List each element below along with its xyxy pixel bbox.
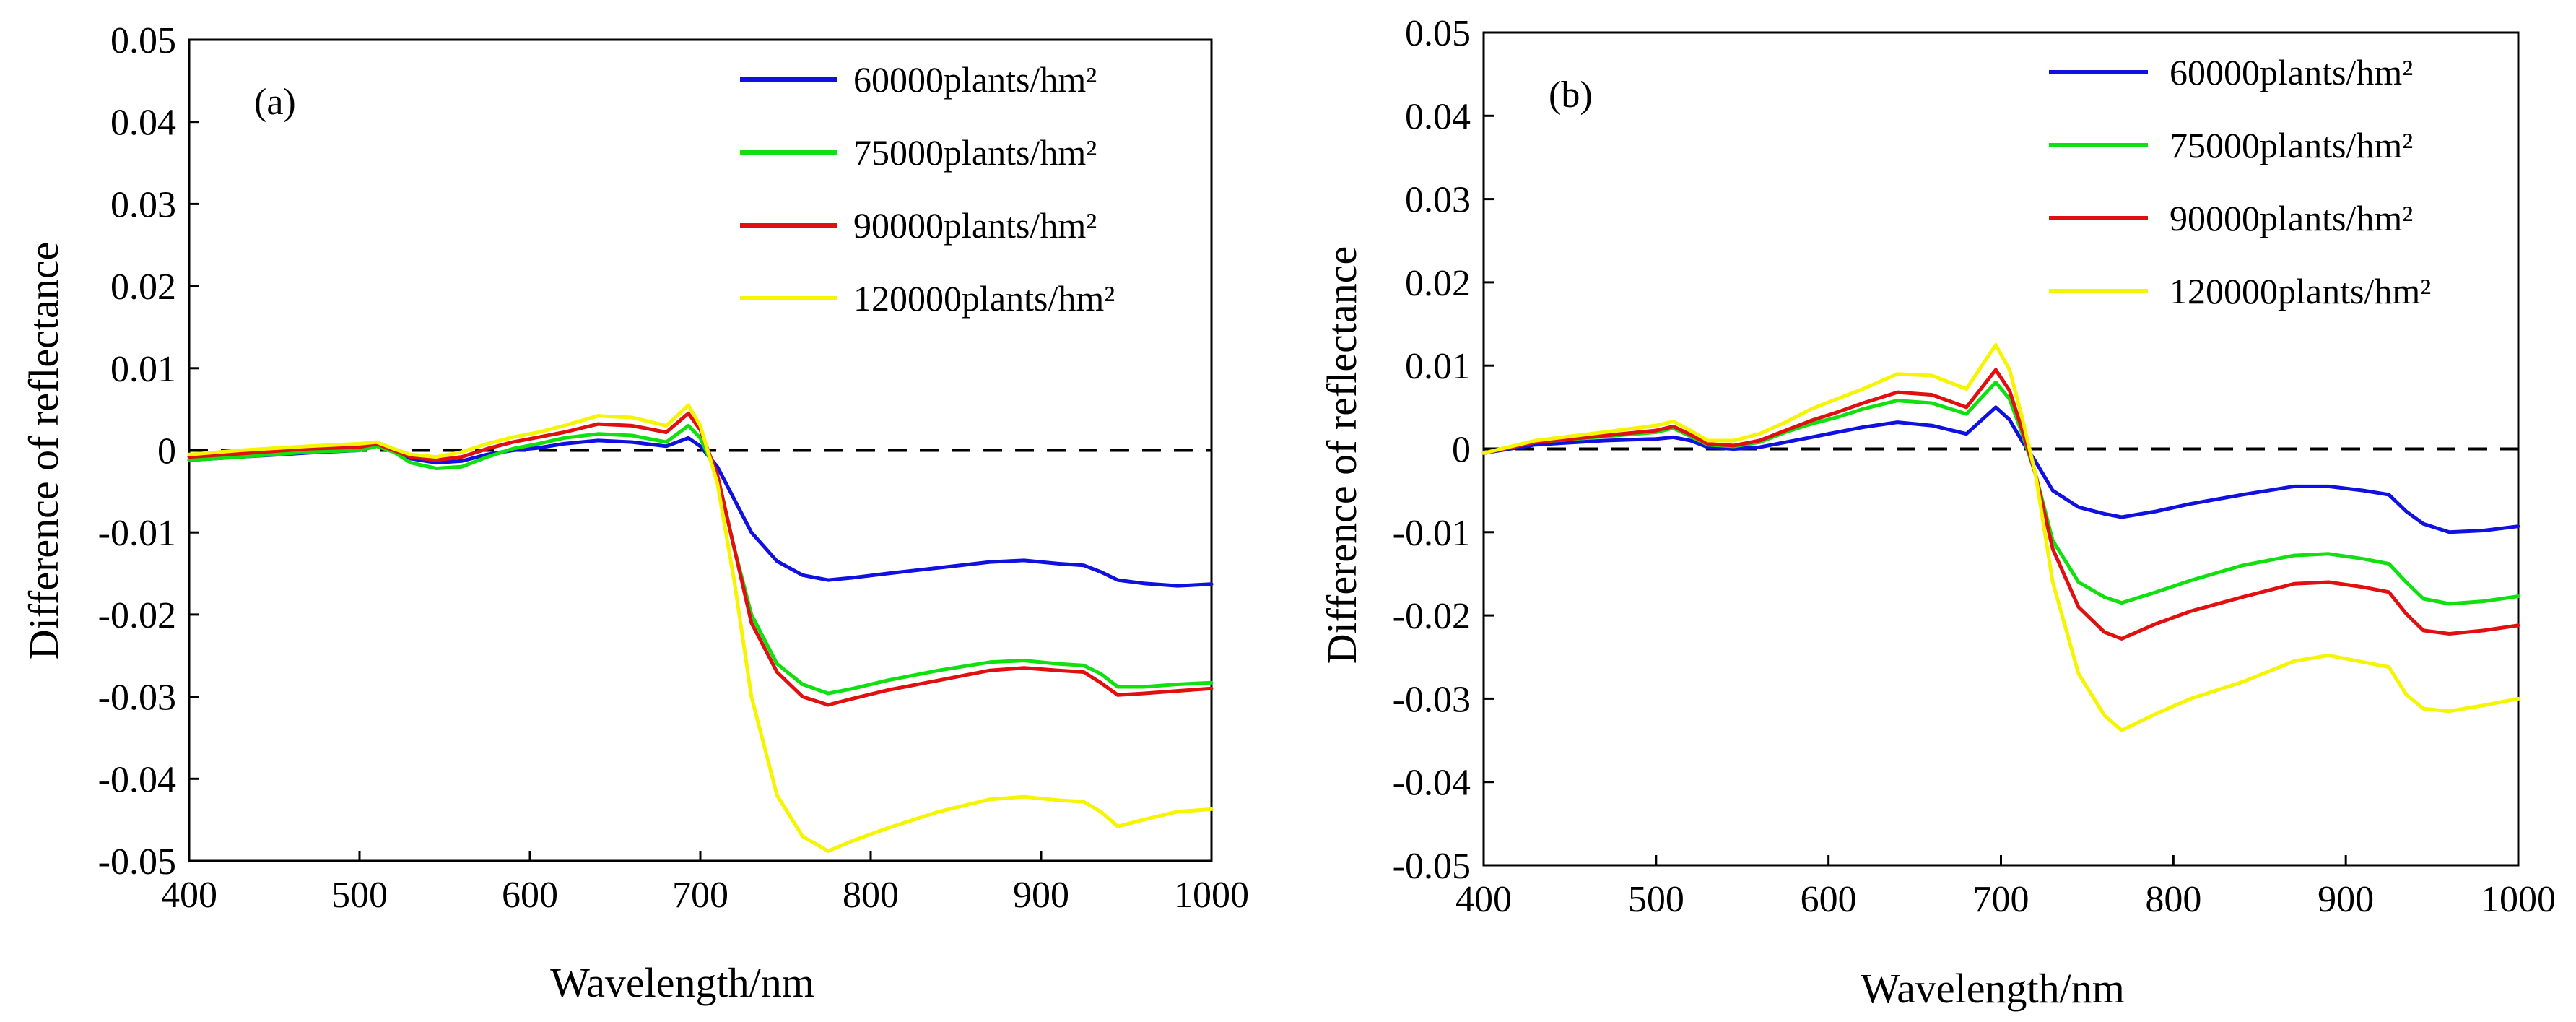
- y-tick-label: -0.01: [1393, 513, 1471, 554]
- legend-label: 120000plants/hm²: [853, 278, 1115, 319]
- series-line: [1481, 342, 2520, 732]
- x-tick-label: 700: [672, 875, 728, 916]
- y-tick-label: -0.03: [98, 677, 176, 719]
- x-tick-label: 600: [1801, 879, 1857, 920]
- x-tick-label: 1000: [1174, 875, 1249, 916]
- series-line: [1481, 368, 2520, 641]
- chart-panel-a: Difference of reflectance Wavelength/nm …: [20, 20, 1249, 1006]
- x-tick-label: 1000: [2481, 879, 2556, 920]
- x-axis-title: Wavelength/nm: [1861, 965, 2125, 1012]
- x-tick-label: 900: [2318, 879, 2374, 920]
- x-tick-label: 500: [331, 875, 388, 916]
- y-tick-label: -0.04: [1393, 763, 1471, 804]
- y-tick-label: 0.05: [1405, 13, 1471, 54]
- y-tick-label: 0.04: [1405, 96, 1471, 137]
- x-axis-title: Wavelength/nm: [550, 959, 814, 1006]
- y-axis-title: Difference of reflectance: [1318, 246, 1365, 664]
- y-axis-title: Difference of reflectance: [20, 242, 67, 660]
- y-tick-label: 0.03: [1405, 180, 1471, 221]
- y-tick-label: 0.02: [110, 267, 176, 308]
- x-tick-label: 800: [2145, 879, 2201, 920]
- series-line: [187, 436, 1214, 588]
- x-tick-label: 400: [1455, 879, 1512, 920]
- legend-label: 90000plants/hm²: [2170, 198, 2413, 238]
- panel-label: (b): [1549, 74, 1593, 116]
- x-tick-label: 700: [1973, 879, 2029, 920]
- y-tick-label: -0.04: [98, 759, 176, 800]
- series-line: [187, 411, 1214, 707]
- legend-label: 75000plants/hm²: [2170, 125, 2413, 165]
- y-tick-label: 0.03: [110, 184, 176, 225]
- legend-label: 75000plants/hm²: [853, 132, 1097, 173]
- x-tick-label: 400: [161, 875, 217, 916]
- chart-panel-b: Difference of reflectance Wavelength/nm …: [1318, 13, 2556, 1012]
- legend-label: 120000plants/hm²: [2170, 271, 2431, 311]
- series-line: [187, 423, 1214, 696]
- y-tick-label: 0.01: [110, 349, 176, 390]
- series-line: [1481, 380, 2520, 606]
- series-line: [187, 403, 1214, 853]
- y-tick-label: 0.02: [1405, 263, 1471, 304]
- y-tick-label: 0: [157, 431, 176, 472]
- legend-label: 90000plants/hm²: [853, 205, 1097, 246]
- y-tick-label: -0.05: [98, 841, 176, 883]
- y-tick-label: 0: [1452, 430, 1471, 471]
- series-line: [1481, 405, 2520, 534]
- y-tick-label: -0.03: [1393, 679, 1471, 720]
- x-tick-label: 600: [502, 875, 558, 916]
- y-tick-label: 0.04: [110, 103, 176, 144]
- y-tick-label: -0.02: [1393, 596, 1471, 637]
- x-tick-label: 900: [1013, 875, 1069, 916]
- legend-label: 60000plants/hm²: [2170, 52, 2413, 92]
- y-tick-label: -0.01: [98, 513, 176, 554]
- y-tick-label: 0.01: [1405, 346, 1471, 387]
- y-tick-label: 0.05: [110, 20, 176, 61]
- legend-label: 60000plants/hm²: [853, 59, 1097, 100]
- x-tick-label: 500: [1628, 879, 1684, 920]
- y-tick-label: -0.02: [98, 595, 176, 636]
- panel-label: (a): [254, 82, 296, 123]
- y-tick-label: -0.05: [1393, 846, 1471, 887]
- x-tick-label: 800: [843, 875, 899, 916]
